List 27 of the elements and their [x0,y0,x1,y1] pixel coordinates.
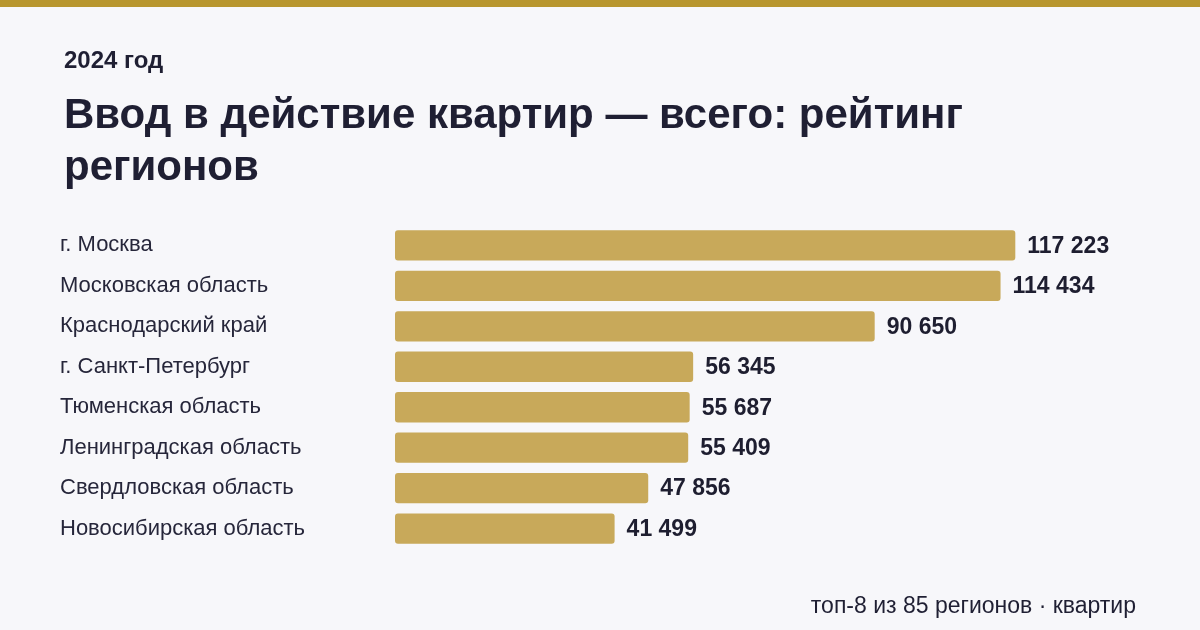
y-tick-label: Московская область [60,271,269,297]
bar [395,270,1001,302]
bar [395,472,649,504]
y-tick-label: Новосибирская область [60,514,306,540]
bar [395,311,875,342]
bar [395,351,694,382]
data-label: 55 687 [701,393,773,420]
y-tick-label: г. Москва [60,231,154,257]
data-label: 41 499 [626,514,697,541]
bar [395,513,615,544]
data-label: 55 409 [700,434,771,461]
text: 2024 год [64,46,164,74]
data-label: 90 650 [886,312,958,339]
data-label: 56 345 [705,353,776,380]
data-label: 47 856 [660,474,731,501]
y-tick-label: Краснодарский край [60,312,268,338]
y-tick-label: Ленинградская область [60,433,302,459]
bar [395,432,689,463]
chart-title: Ввод в действие квартир — всего: рейтинг регионов [64,89,964,191]
bar [395,230,1016,261]
text: топ-8 из 85 регионов · квартир [810,592,1136,619]
y-tick-label: Тюменская область [60,393,262,419]
bar [395,392,690,423]
y-tick-label: г. Санкт-Петербург [60,352,251,378]
data-label: 117 223 [1027,231,1110,258]
data-label: 114 434 [1012,272,1095,299]
y-tick-label: Свердловская область [60,474,294,500]
